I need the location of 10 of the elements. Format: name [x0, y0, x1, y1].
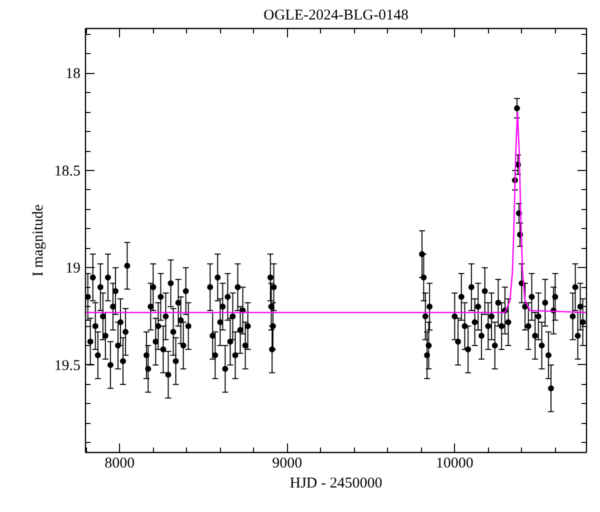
- x-axis-title: HJD - 2450000: [290, 476, 382, 492]
- y-tick-label: 18.5: [54, 163, 80, 180]
- x-tick-label: 10000: [436, 456, 474, 472]
- chart-title: OGLE-2024-BLG-0148: [264, 8, 408, 24]
- y-tick-label: 19.5: [54, 358, 80, 374]
- y-tick-label: 18: [66, 66, 80, 82]
- x-tick-label: 9000: [272, 456, 302, 472]
- y-axis-title: I magnitude: [30, 204, 46, 277]
- y-tick-label: 19: [66, 260, 80, 277]
- x-tick-label: 8000: [104, 456, 135, 472]
